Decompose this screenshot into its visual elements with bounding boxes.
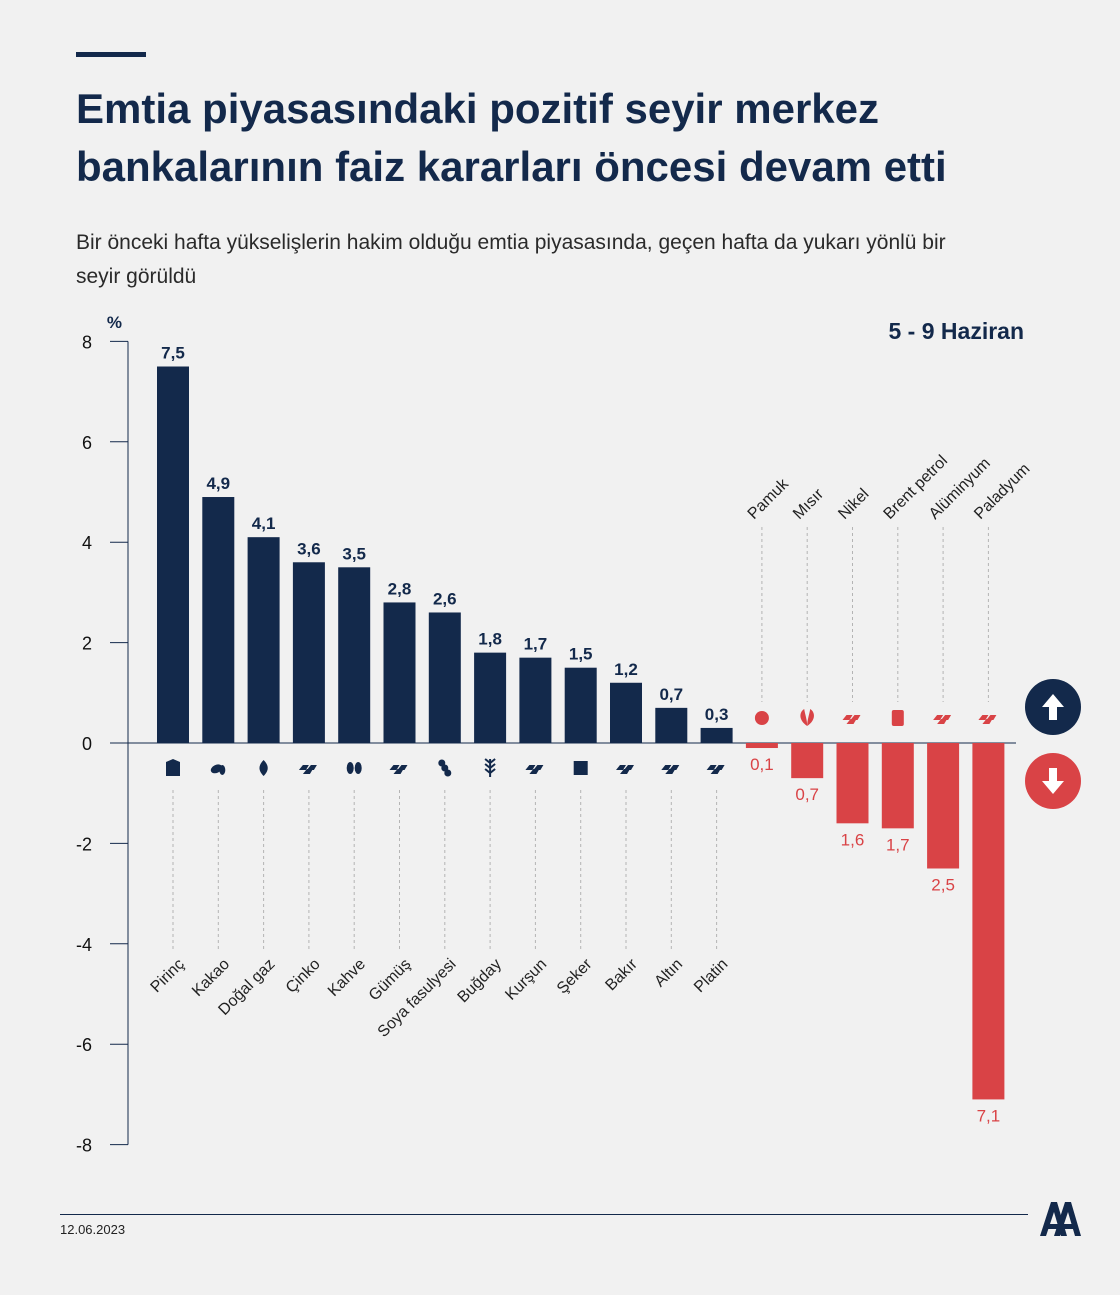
metal-ingot-icon <box>389 765 408 774</box>
page-subtitle: Bir önceki hafta yükselişlerin hakim old… <box>76 231 946 288</box>
wheat-icon <box>484 758 496 777</box>
value-label: 3,5 <box>342 544 366 563</box>
bar <box>383 602 416 743</box>
category-label: Kahve <box>325 956 369 1000</box>
category-label: Bakır <box>602 955 641 994</box>
footer-rule <box>60 1214 1028 1215</box>
category-label: Nikel <box>835 486 872 523</box>
aa-logo <box>1040 1202 1081 1236</box>
arrow-up-icon <box>1042 694 1064 720</box>
value-label: 4,1 <box>252 514 276 533</box>
corn-leaf-icon <box>800 709 814 726</box>
value-label: 4,9 <box>206 474 230 493</box>
category-label: Kakao <box>189 956 233 1000</box>
bar <box>836 743 869 824</box>
soybean-icon <box>438 759 452 777</box>
date-range-label: 5 - 9 Haziran <box>888 318 1025 344</box>
y-tick-label: 8 <box>82 332 92 352</box>
metal-ingot-icon <box>978 715 997 724</box>
bar <box>972 743 1005 1100</box>
cotton-icon <box>754 711 769 725</box>
bar <box>202 497 235 743</box>
value-label: 1,5 <box>569 645 593 664</box>
y-tick-label: -2 <box>76 834 92 854</box>
metal-ingot-icon <box>706 765 725 774</box>
metal-ingot-icon <box>842 715 861 724</box>
page-title: Emtia piyasasındaki pozitif seyir merkez… <box>76 85 947 190</box>
metal-ingot-icon <box>616 765 634 774</box>
bar <box>564 667 597 743</box>
value-label: 1,2 <box>614 660 638 679</box>
coffee-bean-icon <box>346 762 362 774</box>
bar <box>157 366 189 743</box>
footer-date: 12.06.2023 <box>60 1222 126 1237</box>
category-label: Kurşun <box>502 956 550 1004</box>
y-tick-label: -8 <box>76 1136 92 1156</box>
bar <box>519 657 552 743</box>
bar <box>655 707 688 743</box>
bar <box>927 743 960 869</box>
bar <box>474 652 507 743</box>
metal-ingot-icon <box>525 765 544 774</box>
top-rule <box>76 52 146 57</box>
bar <box>428 612 461 743</box>
value-label: 0,3 <box>705 705 729 724</box>
gas-flame-icon <box>259 760 268 776</box>
bar <box>247 537 280 743</box>
category-label: Pamuk <box>745 475 793 523</box>
value-label: 3,6 <box>297 539 321 558</box>
y-axis-unit-label: % <box>107 313 122 332</box>
category-label: Pirinç <box>148 956 188 996</box>
category-label: Şeker <box>554 955 596 997</box>
arrow-down-icon <box>1042 768 1064 794</box>
metal-ingot-icon <box>298 765 317 774</box>
bar <box>610 682 642 743</box>
y-tick-label: -6 <box>76 1035 92 1055</box>
y-tick-label: 2 <box>82 634 92 654</box>
y-tick-label: 6 <box>82 433 92 453</box>
value-label: 7,5 <box>161 344 185 363</box>
category-label: Platin <box>691 956 731 996</box>
oil-barrel-icon <box>891 710 904 726</box>
value-label: 0,7 <box>795 785 819 804</box>
category-label: Çinko <box>283 956 324 997</box>
value-label: 1,7 <box>886 835 910 854</box>
bar <box>881 743 914 829</box>
value-label: 0,7 <box>659 685 683 704</box>
category-label: Mısır <box>790 485 828 523</box>
rice-sack-icon <box>166 759 180 776</box>
value-label: 1,7 <box>524 635 548 654</box>
category-label: Buğday <box>455 956 505 1006</box>
bar <box>700 727 733 743</box>
bar <box>791 743 824 779</box>
value-label: 1,8 <box>478 630 502 649</box>
category-label: Altın <box>651 956 686 991</box>
down-indicator <box>1025 753 1081 809</box>
cocoa-bean-icon <box>210 764 226 775</box>
up-indicator <box>1025 679 1081 735</box>
value-label: 2,5 <box>931 876 955 895</box>
metal-ingot-icon <box>661 765 680 774</box>
value-label: 0,1 <box>750 755 774 774</box>
category-label: Soya fasulyesi <box>375 956 460 1041</box>
bar <box>292 562 325 743</box>
sugar-cube-icon <box>573 761 588 775</box>
value-label: 2,6 <box>433 589 457 608</box>
y-tick-label: -4 <box>76 935 92 955</box>
y-tick-label: 4 <box>82 533 92 553</box>
y-tick-label: 0 <box>82 734 92 754</box>
bar <box>745 743 778 749</box>
value-label: 2,8 <box>388 579 412 598</box>
commodity-bar-chart: %86420-2-4-6-87,5Pirinç4,9Kakao4,1Doğal … <box>76 313 1034 1156</box>
value-label: 1,6 <box>841 830 865 849</box>
value-label: 7,1 <box>977 1106 1001 1125</box>
metal-ingot-icon <box>933 715 952 724</box>
bar <box>338 567 371 743</box>
